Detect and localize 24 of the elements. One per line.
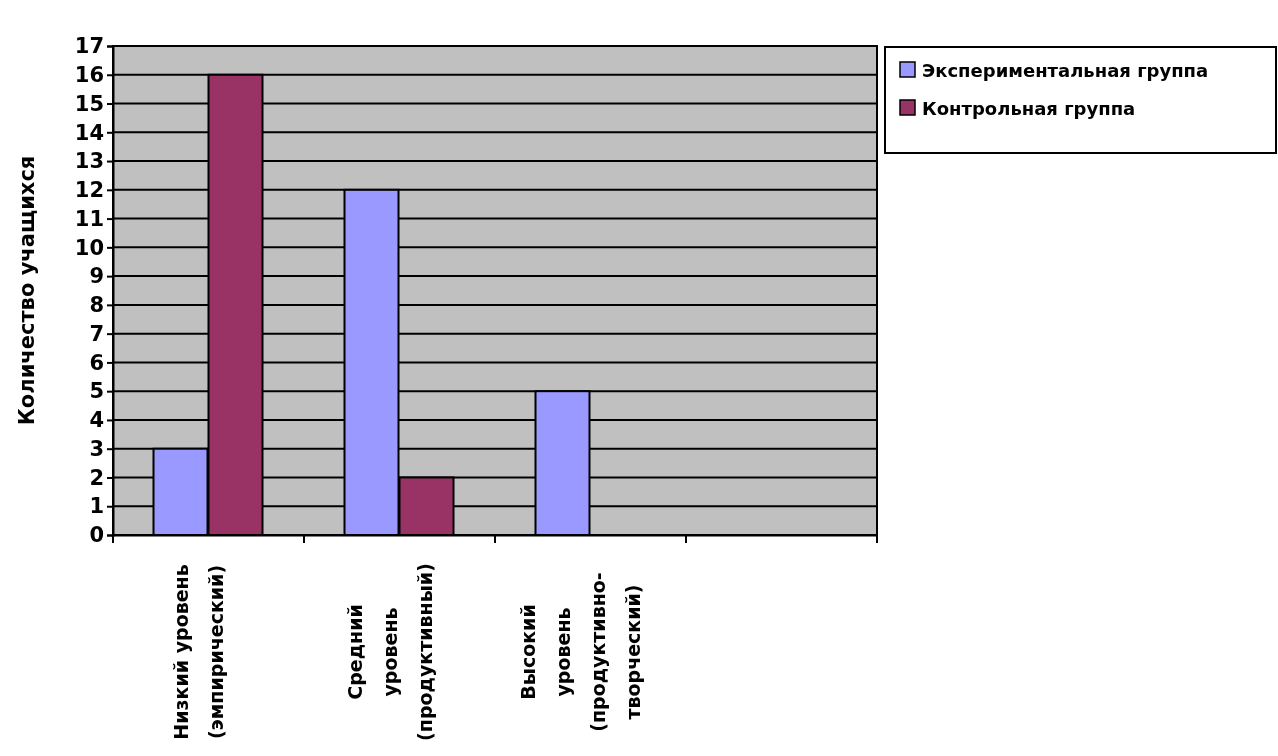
y-tick-label: 16	[74, 62, 104, 87]
y-tick-label: 7	[89, 321, 104, 346]
x-tick-label: Высокий уровень (продуктивно- творческий)	[517, 572, 644, 732]
y-tick-label: 2	[89, 465, 104, 490]
y-tick-label: 0	[89, 523, 104, 548]
y-tick-label: 3	[89, 436, 104, 461]
y-tick-label: 10	[74, 235, 104, 260]
y-tick-label: 15	[74, 91, 104, 116]
y-tick-label: 5	[89, 379, 104, 404]
legend-label: Контрольная группа	[922, 98, 1136, 119]
y-tick-label: 12	[74, 178, 104, 203]
y-axis-title: Количество учащихся	[15, 155, 39, 426]
y-tick-label: 8	[89, 293, 104, 318]
y-tick-label: 6	[89, 350, 104, 375]
x-tick-label: Средний уровень (продуктивный)	[343, 563, 436, 741]
legend-label: Экспериментальная группа	[922, 60, 1209, 81]
y-tick-label: 13	[74, 149, 104, 174]
y-tick-label: 17	[74, 34, 104, 59]
y-tick-label: 4	[89, 408, 104, 433]
y-tick-label: 14	[74, 120, 104, 145]
y-tick-label: 1	[89, 494, 104, 519]
y-tick-label: 11	[74, 206, 104, 231]
x-tick-label: Низкий уровень (эмпирический)	[170, 564, 227, 740]
y-tick-label: 9	[89, 264, 104, 289]
